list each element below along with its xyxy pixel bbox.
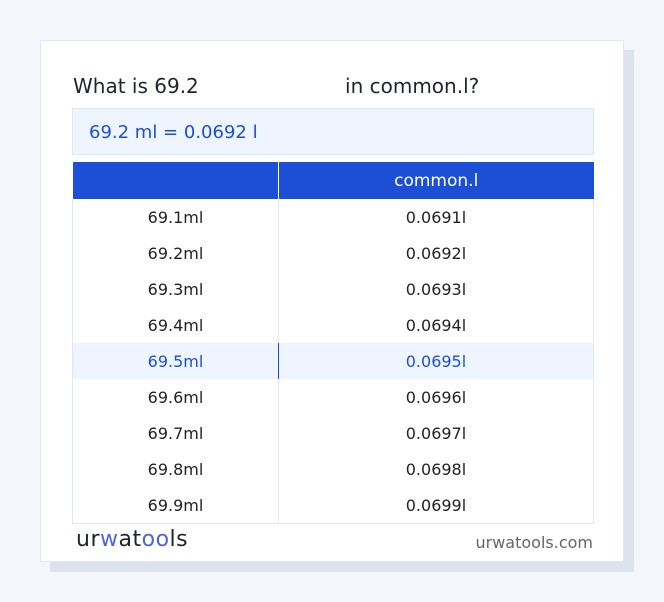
liters-cell: 0.0697l: [277, 415, 595, 451]
conversion-table: common.l 69.1ml 0.0691l 69.2ml 0.0692l 69.3m…: [72, 162, 595, 524]
table-row: 69.3ml 0.0693l: [72, 271, 595, 307]
converter-card: What is 69.2 in common.l? 69.2 ml = 0.06…: [40, 40, 624, 562]
liters-cell: 0.0696l: [277, 379, 595, 415]
table-header: common.l: [72, 162, 594, 199]
title-suffix: in common.l?: [345, 74, 480, 98]
ml-cell: 69.1ml: [72, 199, 279, 235]
ml-cell: 69.8ml: [72, 451, 279, 487]
liters-cell: 0.0692l: [277, 235, 595, 271]
liters-cell: 0.0699l: [277, 487, 595, 524]
urwatools-logo[interactable]: urwatools: [76, 527, 189, 552]
header-ml: [72, 162, 279, 199]
ml-cell: 69.9ml: [72, 487, 279, 524]
table-row: 69.9ml 0.0699l: [72, 487, 595, 524]
liters-cell: 0.0698l: [277, 451, 595, 487]
table-row: 69.7ml 0.0697l: [72, 415, 595, 451]
table-row: 69.8ml 0.0698l: [72, 451, 595, 487]
ml-cell: 69.4ml: [72, 307, 279, 343]
table-row: 69.4ml 0.0694l: [72, 307, 595, 343]
ml-cell: 69.2ml: [72, 235, 279, 271]
table-row: 69.6ml 0.0696l: [72, 379, 595, 415]
ml-cell: 69.5ml: [72, 343, 279, 379]
page-title: What is 69.2 in common.l?: [73, 74, 479, 98]
liters-cell: 0.0694l: [277, 307, 595, 343]
title-prefix: What is 69.2: [73, 74, 199, 98]
site-link[interactable]: urwatools.com: [475, 533, 594, 552]
table-row: 69.2ml 0.0692l: [72, 235, 595, 271]
table-row: 69.5ml 0.0695l: [72, 343, 595, 379]
liters-cell: 0.0693l: [277, 271, 595, 307]
liters-cell: 0.0695l: [277, 343, 595, 379]
ml-cell: 69.7ml: [72, 415, 279, 451]
liters-cell: 0.0691l: [277, 199, 595, 235]
ml-cell: 69.6ml: [72, 379, 279, 415]
conversion-result: 69.2 ml = 0.0692 l: [72, 108, 594, 155]
ml-cell: 69.3ml: [72, 271, 279, 307]
header-common-l: common.l: [278, 162, 594, 199]
table-row: 69.1ml 0.0691l: [72, 199, 595, 235]
